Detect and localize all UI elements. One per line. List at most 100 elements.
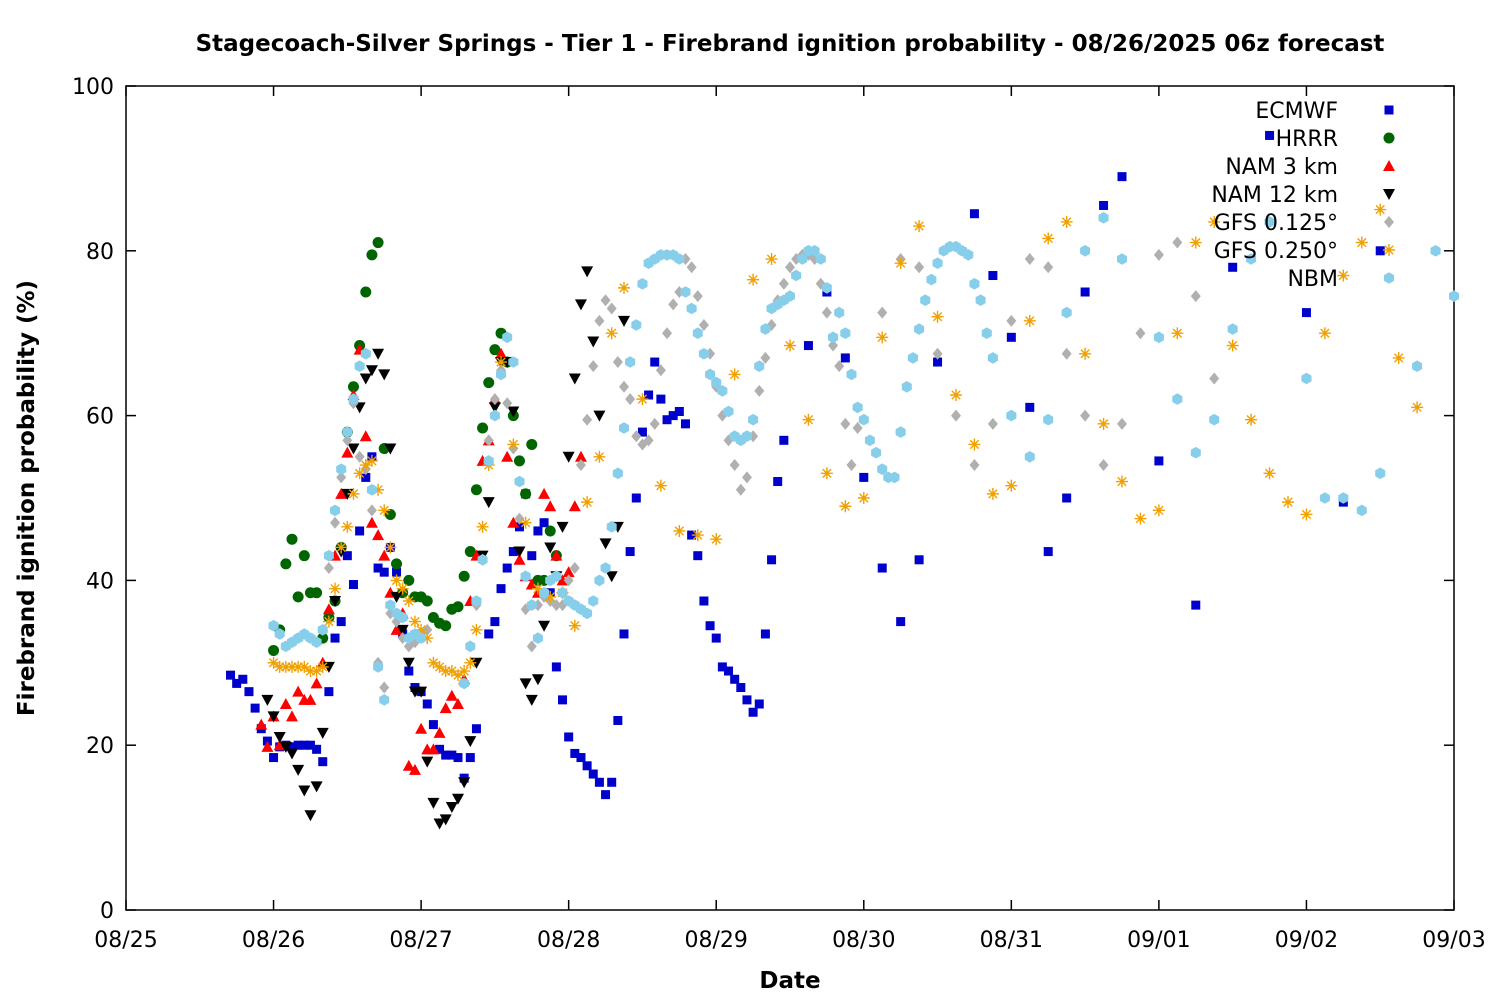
x-tick-label: 08/27 bbox=[389, 928, 452, 953]
data-point bbox=[489, 409, 500, 422]
data-point bbox=[372, 237, 384, 249]
data-point bbox=[1318, 327, 1331, 340]
data-point bbox=[1282, 496, 1294, 509]
data-point bbox=[507, 406, 520, 418]
data-point bbox=[582, 761, 592, 771]
data-point bbox=[1024, 253, 1035, 266]
data-point bbox=[502, 331, 513, 344]
data-point bbox=[539, 518, 549, 528]
data-point bbox=[322, 615, 335, 628]
data-point bbox=[840, 353, 850, 363]
data-point bbox=[508, 356, 519, 368]
data-point bbox=[465, 753, 475, 763]
data-point bbox=[544, 525, 556, 537]
chart-title: Stagecoach-Silver Springs - Tier 1 - Fir… bbox=[196, 31, 1385, 57]
data-point bbox=[1117, 253, 1127, 265]
data-point bbox=[656, 394, 666, 404]
x-tick-label: 08/30 bbox=[832, 928, 895, 953]
data-point bbox=[581, 496, 594, 509]
data-point bbox=[1412, 360, 1423, 372]
data-point bbox=[384, 443, 397, 455]
data-point bbox=[723, 405, 734, 418]
data-point bbox=[433, 660, 446, 673]
data-point bbox=[698, 348, 709, 360]
data-point bbox=[1172, 236, 1183, 249]
data-point bbox=[292, 591, 304, 603]
data-point bbox=[305, 740, 315, 750]
data-point bbox=[901, 381, 912, 393]
data-point bbox=[1392, 351, 1405, 364]
data-point bbox=[360, 348, 371, 360]
data-point bbox=[1209, 372, 1220, 385]
data-point bbox=[1411, 401, 1424, 414]
data-point bbox=[625, 393, 636, 406]
data-point bbox=[458, 570, 470, 582]
data-point bbox=[1117, 172, 1127, 182]
data-point bbox=[748, 707, 758, 717]
data-point bbox=[711, 376, 722, 389]
data-point bbox=[569, 562, 580, 575]
data-point bbox=[834, 306, 845, 319]
data-point bbox=[895, 426, 906, 438]
data-point bbox=[785, 261, 795, 274]
data-point bbox=[348, 393, 359, 405]
data-point bbox=[378, 369, 391, 381]
data-point bbox=[1449, 290, 1459, 302]
data-point bbox=[372, 348, 385, 360]
data-point bbox=[421, 595, 433, 607]
data-point bbox=[513, 546, 526, 558]
data-point bbox=[261, 740, 274, 752]
data-point bbox=[987, 352, 998, 364]
data-point bbox=[828, 331, 839, 344]
data-point bbox=[279, 660, 292, 673]
data-point bbox=[1171, 327, 1184, 340]
data-point bbox=[574, 450, 587, 462]
data-point bbox=[310, 665, 323, 678]
data-point bbox=[372, 529, 385, 541]
data-point bbox=[286, 710, 298, 722]
data-point bbox=[1263, 467, 1276, 480]
data-point bbox=[489, 393, 500, 406]
data-point bbox=[459, 677, 470, 690]
data-point bbox=[495, 356, 508, 369]
data-point bbox=[606, 302, 617, 315]
data-point bbox=[470, 623, 483, 636]
data-point bbox=[428, 720, 438, 730]
data-point bbox=[255, 718, 268, 730]
data-point bbox=[969, 278, 980, 290]
data-point bbox=[729, 459, 740, 472]
data-point bbox=[520, 488, 532, 500]
data-point bbox=[342, 426, 353, 438]
data-point bbox=[514, 512, 525, 525]
data-point bbox=[336, 471, 347, 484]
data-point bbox=[594, 777, 604, 787]
data-point bbox=[1154, 456, 1164, 466]
data-point bbox=[1043, 547, 1053, 557]
data-point bbox=[273, 660, 286, 673]
data-point bbox=[588, 595, 599, 607]
data-point bbox=[379, 694, 390, 706]
data-point bbox=[532, 632, 543, 644]
data-point bbox=[1042, 232, 1055, 245]
data-point bbox=[433, 726, 446, 738]
data-point bbox=[1337, 269, 1350, 282]
data-point bbox=[637, 427, 647, 437]
data-point bbox=[550, 549, 563, 561]
data-point bbox=[396, 624, 409, 636]
data-point bbox=[968, 438, 981, 451]
legend-marker bbox=[1384, 272, 1394, 284]
data-point bbox=[730, 674, 740, 684]
data-point bbox=[304, 665, 317, 678]
data-point bbox=[691, 529, 704, 542]
data-point bbox=[556, 521, 569, 533]
data-point bbox=[359, 373, 372, 385]
legend-marker bbox=[1384, 105, 1394, 115]
data-point bbox=[348, 580, 358, 590]
data-point bbox=[267, 711, 280, 723]
data-point bbox=[820, 467, 833, 480]
data-point bbox=[397, 611, 408, 624]
data-point bbox=[361, 472, 371, 482]
data-point bbox=[1023, 314, 1036, 327]
legend-label: GFS 0.125° bbox=[1214, 211, 1338, 236]
data-point bbox=[705, 368, 716, 381]
